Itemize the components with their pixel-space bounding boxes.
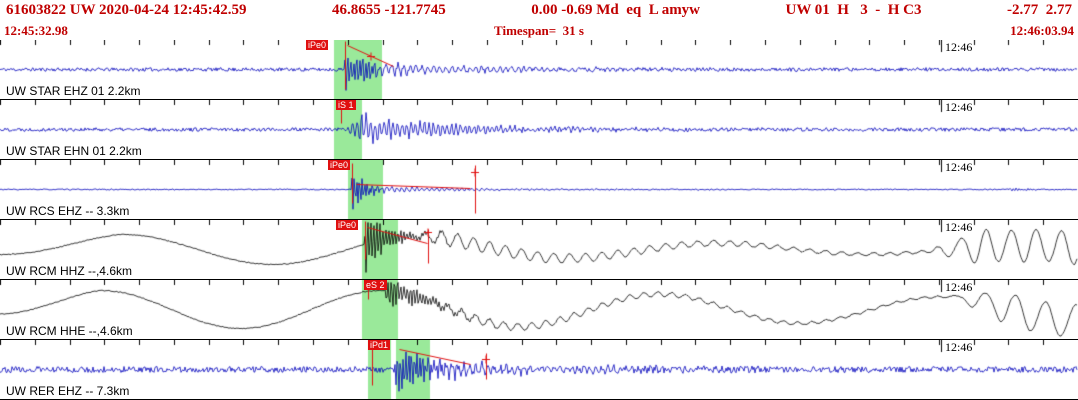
timespan-label: Timespan= 31 s [494, 22, 584, 38]
event-station-config: UW 01 H 3 - H C3 [785, 2, 922, 18]
event-id-origin: 61603822 UW 2020-04-24 12:45:42.59 [6, 2, 247, 18]
event-coordinates: 46.8655 -121.7745 [332, 2, 446, 18]
station-label: UW RCS EHZ -- 3.3km [6, 203, 130, 218]
trace-panel: eS 2 12:46 UW RCM HHE --,4.6km [0, 280, 1078, 340]
minute-label: 12:46 [945, 340, 973, 354]
time-window-bar: 12:45:32.98 Timespan= 31 s 12:46:03.94 [0, 21, 1078, 40]
trace-panel: iS 1 12:46 UW STAR EHN 01 2.2km [0, 100, 1078, 160]
station-label: UW RCM HHZ --,4.6km [6, 263, 132, 278]
trace-panel: iPd1 12:46 UW RER EHZ -- 7.3km [0, 340, 1078, 400]
minute-label: 12:46 [945, 40, 973, 54]
trace-panels: iPe0 12:46 UW STAR EHZ 01 2.2km iS 1 12:… [0, 40, 1078, 400]
phase-pick-flag[interactable]: iPe0 [306, 40, 329, 50]
phase-pick-flag[interactable]: eS 2 [364, 280, 387, 290]
minute-label: 12:46 [945, 100, 973, 114]
minute-label: 12:46 [945, 280, 973, 294]
phase-pick-flag[interactable]: iPe0 [336, 220, 359, 230]
station-label: UW RER EHZ -- 7.3km [6, 383, 130, 398]
station-label: UW STAR EHZ 01 2.2km [6, 83, 141, 98]
waveform-canvas[interactable] [0, 160, 1078, 219]
station-label: UW RCM HHE --,4.6km [6, 323, 133, 338]
waveform-canvas[interactable] [0, 280, 1078, 339]
waveform-canvas[interactable] [0, 220, 1078, 279]
waveform-canvas[interactable] [0, 340, 1078, 399]
trace-panel: iPe0 12:46 UW RCS EHZ -- 3.3km [0, 160, 1078, 220]
minute-label: 12:46 [945, 160, 973, 174]
phase-pick-flag[interactable]: iPd1 [368, 340, 391, 350]
station-label: UW STAR EHN 01 2.2km [6, 143, 142, 158]
event-magnitude-type: 0.00 -0.69 Md eq L amyw [531, 2, 701, 18]
trace-panel: iPe0 12:46 UW RCM HHZ --,4.6km [0, 220, 1078, 280]
phase-pick-flag[interactable]: iPe0 [328, 160, 351, 170]
window-start-time: 12:45:32.98 [4, 22, 68, 38]
event-header: 61603822 UW 2020-04-24 12:45:42.59 46.86… [0, 0, 1078, 21]
waveform-canvas[interactable] [0, 40, 1078, 99]
minute-label: 12:46 [945, 220, 973, 234]
window-end-time: 12:46:03.94 [1010, 22, 1074, 38]
phase-pick-flag[interactable]: iS 1 [336, 100, 356, 110]
waveform-canvas[interactable] [0, 100, 1078, 159]
trace-panel: iPe0 12:46 UW STAR EHZ 01 2.2km [0, 40, 1078, 100]
event-amp-range: -2.77 2.77 [1006, 2, 1072, 18]
